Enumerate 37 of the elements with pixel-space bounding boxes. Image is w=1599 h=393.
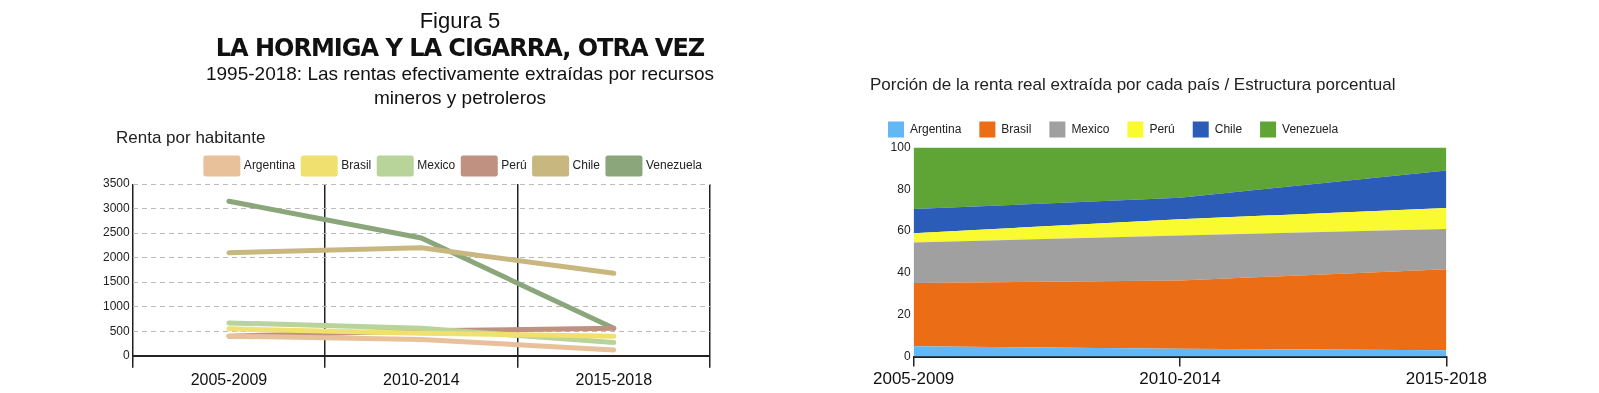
y-tick-label: 1000 — [102, 299, 131, 314]
x-tick-label: 2015-2018 — [1405, 369, 1488, 389]
y-tick-label: 100 — [890, 139, 911, 154]
x-tick-label: 2010-2014 — [1139, 369, 1221, 389]
legend-label: Venezuela — [645, 158, 703, 173]
legend-label: Brasil — [341, 158, 372, 173]
chart-title: LA HORMIGA Y LA CIGARRA, OTRA VEZ — [214, 34, 706, 62]
y-tick-label: 40 — [897, 265, 911, 280]
y-axis-title: Renta por habitante — [116, 128, 266, 148]
x-tick-label: 2010-2014 — [383, 370, 460, 388]
text: Figura 5 — [418, 8, 502, 34]
legend-label: Mexico — [1071, 121, 1110, 136]
legend-label: Argentina — [910, 121, 962, 136]
x-tick-label: 2005-2009 — [872, 369, 955, 389]
legend-label: Perú — [1149, 121, 1175, 136]
legend-label: Chile — [572, 158, 601, 173]
y-tick-label: 60 — [897, 223, 911, 238]
y-tick-label: 20 — [897, 307, 911, 322]
legend-label: Chile — [1214, 121, 1243, 136]
x-tick-label: 2005-2009 — [190, 370, 268, 388]
legend-label: Brasil — [1001, 121, 1032, 136]
y-tick-label: 2000 — [102, 249, 131, 264]
legend-label: Venezuela — [1282, 121, 1339, 136]
y-tick-label: 0 — [903, 348, 911, 363]
y-tick-label: 3000 — [102, 200, 131, 215]
legend-label: Perú — [501, 158, 527, 173]
x-tick-label: 2015-2018 — [575, 370, 653, 388]
chart-subtitle: 1995-2018: Las rentas efectivamente extraídas por recursos mineros y petroleros — [205, 62, 715, 110]
y-tick-label: 3500 — [102, 176, 131, 191]
y-tick-label: 0 — [123, 348, 131, 363]
y-tick-label: 1500 — [102, 274, 131, 289]
y-tick-label: 2500 — [102, 225, 131, 240]
legend-label: Argentina — [243, 158, 296, 173]
y-tick-label: 500 — [109, 323, 131, 338]
chart-title: Porción de la renta real extraída por cada país / Estructura porcentual — [870, 74, 1396, 94]
y-tick-label: 80 — [897, 181, 911, 196]
legend-label: Mexico — [417, 158, 456, 173]
